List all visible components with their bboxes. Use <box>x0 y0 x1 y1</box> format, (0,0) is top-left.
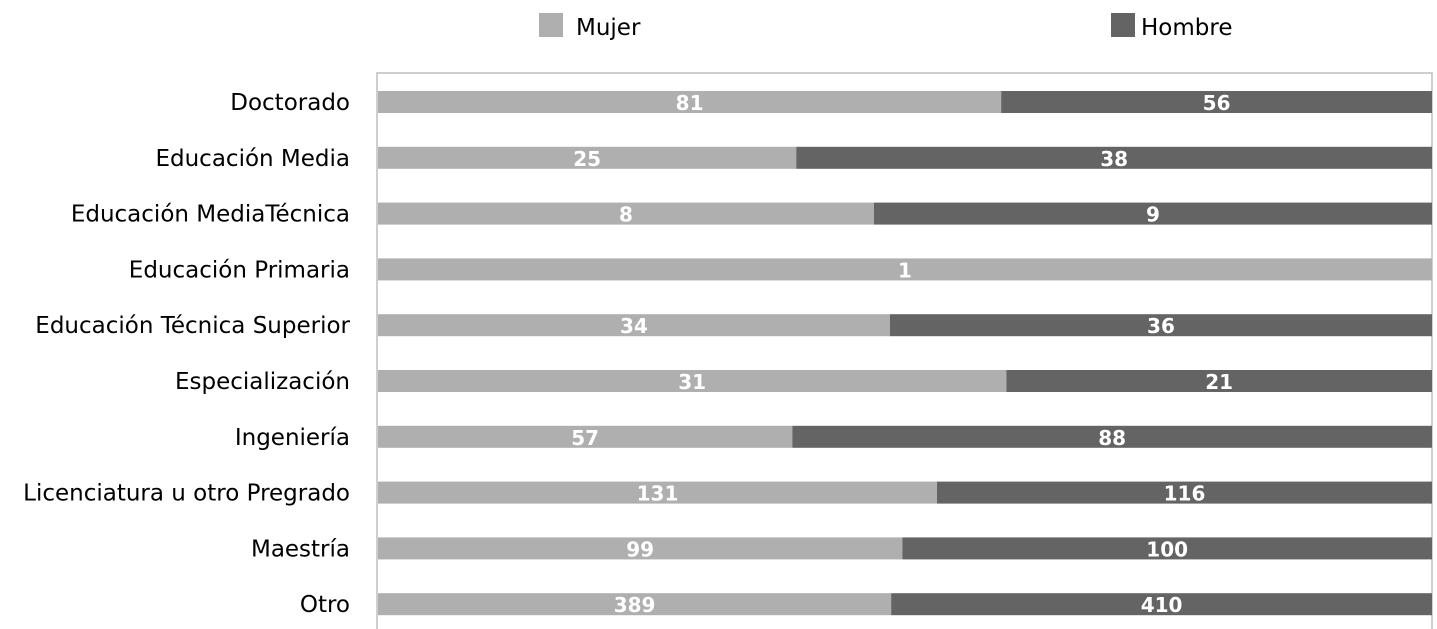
value-label-mujer-otro: 389 <box>614 593 656 617</box>
bar-mujer-educacion-media <box>378 146 797 169</box>
value-label-mujer-maestria: 99 <box>626 537 654 561</box>
bar-mujer-licenciatura-u-otro-pregrado <box>378 481 938 504</box>
bar-mujer-otro <box>378 593 892 616</box>
bar-hombre-ingenieria <box>792 425 1432 448</box>
bars: 81 56 25 38 8 9 1 34 36 31 21 57 88 131 116 99 100 389 410 <box>378 91 1432 617</box>
bar-mujer-educacion-primaria <box>378 258 1432 281</box>
category-label-educacion-primaria: Educación Primaria <box>129 257 350 283</box>
value-label-hombre-educacion-mediatecnica: 9 <box>1146 203 1160 227</box>
bar-hombre-licenciatura-u-otro-pregrado <box>937 481 1432 504</box>
category-label-licenciatura-u-otro-pregrado: Licenciatura u otro Pregrado <box>23 481 350 507</box>
bar-hombre-educacion-mediatecnica <box>874 202 1432 225</box>
bar-hombre-maestria <box>902 537 1432 560</box>
value-label-hombre-educacion-media: 38 <box>1100 147 1128 171</box>
bar-hombre-educacion-media <box>796 146 1432 169</box>
legend: Mujer Hombre <box>539 13 1232 41</box>
category-label-otro: Otro <box>300 592 350 618</box>
value-label-hombre-otro: 410 <box>1141 593 1183 617</box>
plot-area-border <box>376 72 1433 629</box>
category-label-educacion-media: Educación Media <box>155 146 350 172</box>
category-label-educacion-tecnica-superior: Educación Técnica Superior <box>35 313 350 339</box>
category-labels: Doctorado Educación Media Educación MediaT… <box>23 90 350 618</box>
bar-hombre-especializacion <box>1006 370 1432 392</box>
value-label-mujer-especializacion: 31 <box>678 370 706 394</box>
bar-mujer-educacion-tecnica-superior <box>378 314 890 337</box>
category-label-doctorado: Doctorado <box>230 90 350 116</box>
category-label-maestria: Maestría <box>251 536 350 562</box>
bar-mujer-educacion-mediatecnica <box>378 202 874 225</box>
value-label-hombre-maestria: 100 <box>1146 537 1188 561</box>
legend-swatch-mujer <box>539 13 563 37</box>
value-label-hombre-especializacion: 21 <box>1205 370 1233 394</box>
category-label-especializacion: Especialización <box>175 369 350 395</box>
bar-mujer-doctorado <box>378 91 1002 113</box>
legend-swatch-hombre <box>1111 13 1135 37</box>
value-label-hombre-ingenieria: 88 <box>1098 426 1126 450</box>
value-label-mujer-educacion-primaria: 1 <box>898 258 912 282</box>
bar-mujer-maestria <box>378 537 903 560</box>
category-label-educacion-mediatecnica: Educación MediaTécnica <box>71 202 350 228</box>
value-label-mujer-educacion-tecnica-superior: 34 <box>620 314 648 338</box>
bar-hombre-educacion-tecnica-superior <box>889 314 1432 337</box>
value-label-mujer-educacion-mediatecnica: 8 <box>619 203 633 227</box>
value-label-hombre-licenciatura-u-otro-pregrado: 116 <box>1164 482 1206 506</box>
value-label-hombre-doctorado: 56 <box>1203 91 1231 115</box>
legend-label-hombre: Hombre <box>1141 15 1232 41</box>
legend-label-mujer: Mujer <box>576 15 641 41</box>
value-label-mujer-licenciatura-u-otro-pregrado: 131 <box>637 482 679 506</box>
value-label-mujer-educacion-media: 25 <box>573 147 601 171</box>
category-label-ingenieria: Ingeniería <box>235 425 350 451</box>
bar-hombre-doctorado <box>1001 91 1432 113</box>
value-label-mujer-doctorado: 81 <box>676 91 704 115</box>
value-label-mujer-ingenieria: 57 <box>571 426 599 450</box>
bar-mujer-ingenieria <box>378 425 793 448</box>
bar-mujer-especializacion <box>378 370 1007 392</box>
bar-hombre-otro <box>891 593 1432 616</box>
value-label-hombre-educacion-tecnica-superior: 36 <box>1147 314 1175 338</box>
